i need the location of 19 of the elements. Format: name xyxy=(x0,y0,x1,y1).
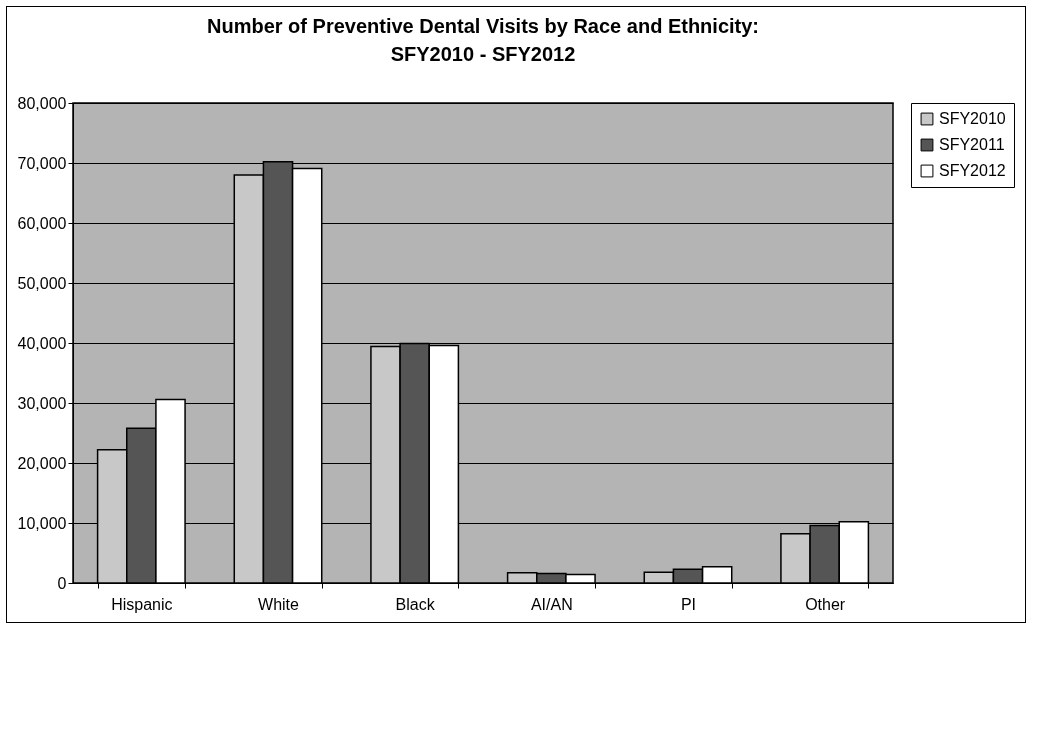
x-tick-label: Other xyxy=(805,595,846,613)
y-tick-label: 60,000 xyxy=(17,214,67,232)
chart-title: Number of Preventive Dental Visits by Race and Ethnicity: SFY2010 - SFY2012 xyxy=(206,15,760,65)
x-tick-label: AI/AN xyxy=(530,595,573,613)
x-tick-label: White xyxy=(258,595,300,613)
legend-label: SFY2010 xyxy=(939,110,1006,127)
x-tick-label: Black xyxy=(395,595,436,613)
y-tick-label: 20,000 xyxy=(17,454,67,472)
y-tick-label: 10,000 xyxy=(17,514,67,532)
legend-label: SFY2011 xyxy=(939,136,1005,153)
y-tick-label: 70,000 xyxy=(17,154,67,172)
y-tick-label: 80,000 xyxy=(17,94,67,112)
y-tick-label: 50,000 xyxy=(17,274,67,292)
y-tick-label: 0 xyxy=(57,574,67,592)
y-tick-label: 40,000 xyxy=(17,334,67,352)
y-tick-label: 30,000 xyxy=(17,394,67,412)
x-tick-label: Hispanic xyxy=(111,595,173,613)
x-tick-label: PI xyxy=(680,595,697,613)
legend-label: SFY2012 xyxy=(939,162,1006,179)
